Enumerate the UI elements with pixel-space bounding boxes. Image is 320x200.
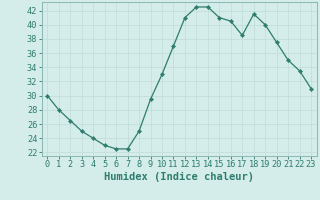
X-axis label: Humidex (Indice chaleur): Humidex (Indice chaleur) [104,172,254,182]
